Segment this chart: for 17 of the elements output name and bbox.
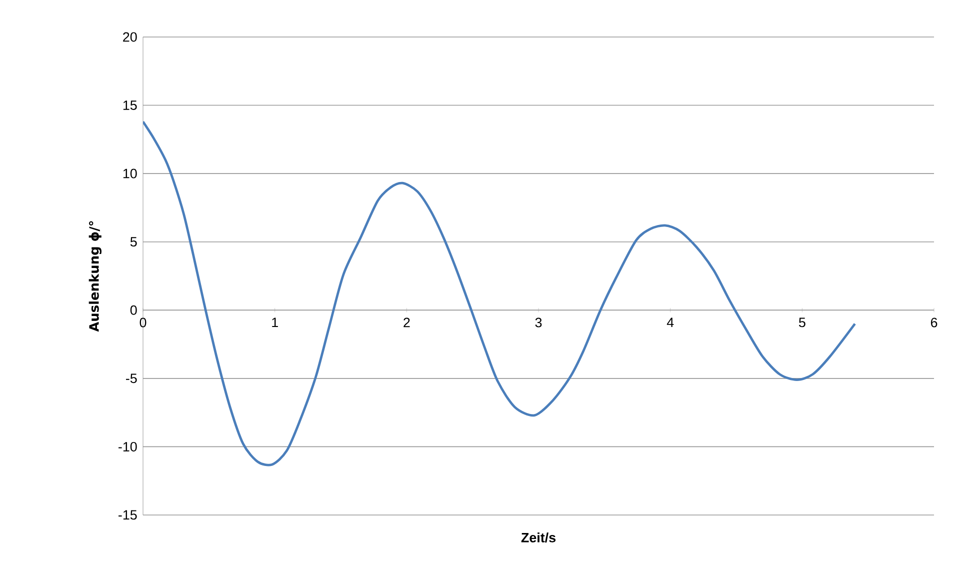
x-tick-label: 2 — [404, 318, 410, 328]
x-tick-label: 5 — [798, 318, 806, 328]
y-tick-label: 5 — [130, 237, 137, 247]
y-tick-label: 20 — [123, 32, 137, 42]
y-tick-label: 15 — [123, 100, 137, 110]
x-tick-label: 4 — [666, 318, 674, 328]
x-tick-label: 6 — [930, 318, 938, 328]
y-tick-label: -15 — [118, 510, 137, 520]
x-tick-label: 3 — [535, 318, 542, 328]
x-tick-label: 0 — [140, 318, 146, 328]
x-axis-title: Zeit/s — [521, 532, 556, 543]
y-tick-label: 10 — [123, 168, 137, 178]
x-tick-label: 1 — [272, 318, 278, 328]
y-tick-label: 0 — [130, 305, 137, 315]
y-tick-label: -5 — [126, 374, 137, 384]
y-axis-title: Auslenkung ϕ/° — [88, 221, 102, 332]
y-tick-label: -10 — [118, 442, 137, 452]
